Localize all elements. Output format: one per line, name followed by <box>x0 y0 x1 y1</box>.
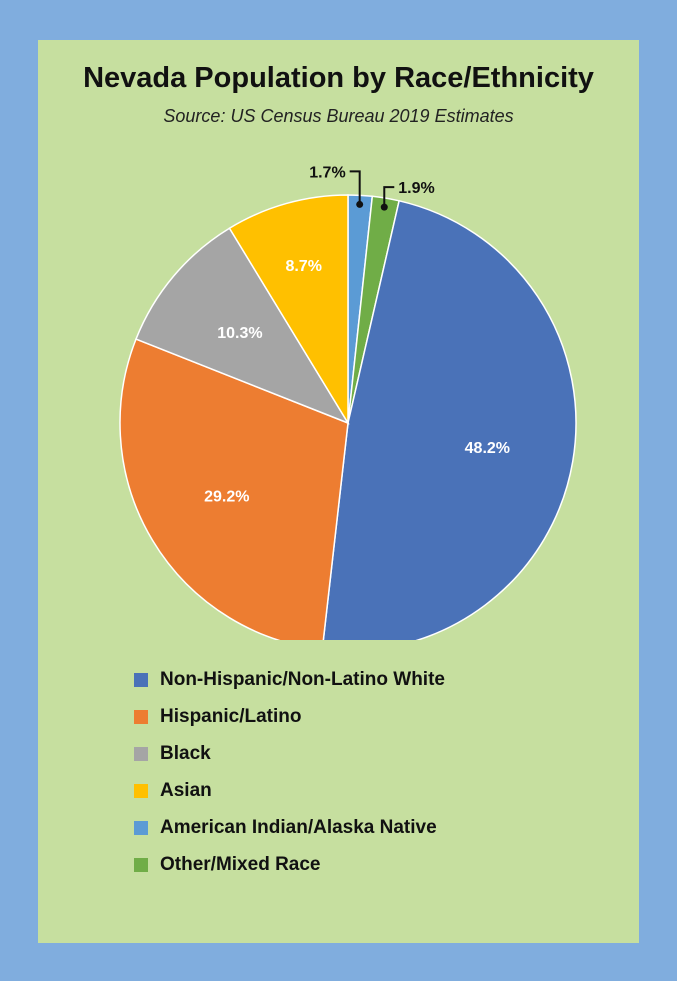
legend-swatch <box>134 672 148 687</box>
pie-slice-black <box>135 227 350 425</box>
leader-line-american-indian-alaska-native <box>349 170 361 205</box>
legend-swatch <box>134 820 148 835</box>
chart-subtitle: Source: US Census Bureau 2019 Estimates <box>163 106 514 126</box>
chart-legend: Non-Hispanic/Non-Latino White Hispanic/La… <box>134 665 445 887</box>
data-label-american-indian-alaska-native: 1.7% <box>309 164 345 181</box>
leader-dot-other-mixed-race <box>380 203 388 211</box>
legend-swatch <box>134 709 148 724</box>
legend-label: Hispanic/Latino <box>160 705 302 727</box>
data-label-hispanic-latino: 29.2% <box>204 489 249 506</box>
legend-item-hispanic-latino: Hispanic/Latino <box>134 702 445 731</box>
legend-label: Non-Hispanic/Non-Latino White <box>160 668 445 690</box>
legend-item-non-hispanic-non-latino-white: Non-Hispanic/Non-Latino White <box>134 665 445 694</box>
data-label-black: 10.3% <box>217 325 262 342</box>
legend-swatch <box>134 857 148 872</box>
data-label-non-hispanic-non-latino-white: 48.2% <box>465 440 510 457</box>
legend-swatch <box>134 783 148 798</box>
legend-item-american-indian-alaska-native: American Indian/Alaska Native <box>134 813 445 842</box>
legend-label: Other/Mixed Race <box>160 853 321 875</box>
legend-label: Black <box>160 742 211 764</box>
data-label-other-mixed-race: 1.9% <box>398 180 434 197</box>
chart-title: Nevada Population by Race/Ethnicity <box>83 62 594 94</box>
leader-line-other-mixed-race <box>383 186 395 208</box>
chart-panel: Nevada Population by Race/Ethnicity Sour… <box>38 40 639 943</box>
data-label-asian: 8.7% <box>285 258 321 275</box>
pie-chart: 48.2% 29.2% 10.3% 8.7% 1.7% 1.9% <box>119 164 577 640</box>
leader-dot-american-indian-alaska-native <box>356 200 364 208</box>
pie-slice-non-hispanic-non-latino-white <box>322 199 577 640</box>
legend-swatch <box>134 746 148 761</box>
legend-label: American Indian/Alaska Native <box>160 816 437 838</box>
legend-item-other-mixed-race: Other/Mixed Race <box>134 850 445 879</box>
pie-slice-hispanic-latino <box>119 338 349 640</box>
legend-item-black: Black <box>134 739 445 768</box>
legend-item-asian: Asian <box>134 776 445 805</box>
legend-label: Asian <box>160 779 212 801</box>
pie-slice-asian <box>228 194 349 426</box>
